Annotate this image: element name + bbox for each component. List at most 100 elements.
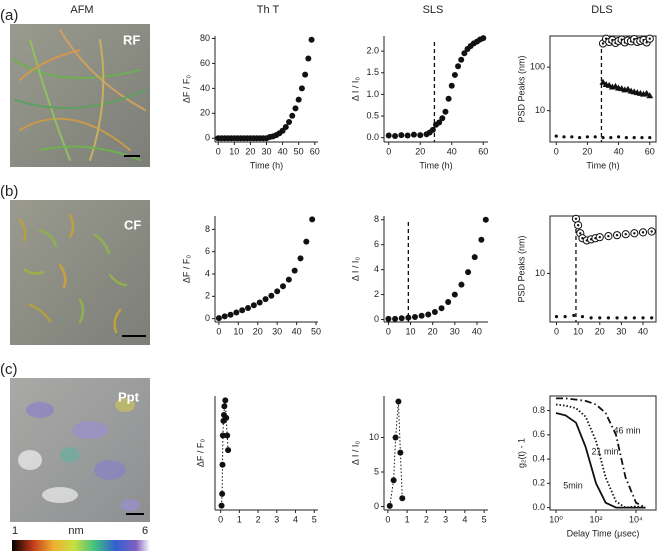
x-tick-label: 60 — [478, 146, 488, 156]
point — [233, 309, 240, 316]
point — [398, 132, 405, 139]
point-core — [615, 233, 619, 237]
point — [390, 477, 397, 484]
point — [399, 495, 406, 502]
point — [392, 434, 399, 441]
chart: 10⁰ 10² 10⁴ 0.0 0.2 0.4 0.6 0.8 Delay Time (μsec… — [516, 395, 657, 538]
x-axis-label: Time (h) — [419, 160, 452, 170]
x-tick-label: 40 — [278, 146, 288, 156]
x-tick-label: 20 — [595, 326, 605, 336]
y-tick-label: 4 — [374, 264, 379, 274]
x-tick-label: 1 — [237, 514, 242, 524]
point — [606, 316, 611, 320]
x-tick-label: 20 — [415, 146, 425, 156]
point — [451, 291, 458, 298]
x-tick-label: 3 — [443, 514, 448, 524]
point — [595, 233, 604, 242]
point — [411, 314, 418, 321]
point — [630, 229, 639, 238]
fibrils — [18, 213, 128, 334]
point — [442, 108, 449, 115]
point — [397, 449, 404, 456]
y-tick-label: 0.0 — [532, 502, 545, 512]
x-tick-label: 10⁴ — [629, 514, 643, 524]
point-core — [579, 232, 582, 235]
point — [303, 238, 310, 245]
point — [285, 276, 292, 283]
point — [289, 112, 296, 119]
point-core — [641, 231, 645, 234]
point — [219, 432, 226, 439]
point — [624, 316, 628, 320]
point — [245, 305, 252, 312]
x-tick-label: 60 — [310, 146, 320, 156]
point — [392, 132, 399, 139]
point — [445, 299, 452, 306]
plot-frame — [549, 395, 657, 511]
point — [410, 131, 417, 138]
x-tick-label: 4 — [293, 514, 298, 524]
x-tick-label: 0 — [385, 514, 390, 524]
x-tick-label: 40 — [472, 326, 482, 336]
y-tick-label: 0.0 — [366, 132, 379, 142]
point — [563, 315, 567, 319]
y-tick-label: 40 — [200, 83, 210, 93]
point — [219, 490, 226, 497]
point — [648, 135, 652, 140]
point — [298, 85, 305, 92]
point — [640, 135, 644, 140]
x-axis-label: Delay Time (μsec) — [567, 528, 640, 538]
x-tick-label: 5 — [312, 514, 317, 524]
point — [572, 313, 576, 318]
point-core — [624, 233, 627, 236]
point — [436, 119, 443, 126]
point-core — [633, 232, 636, 235]
row-label: (c) — [0, 361, 18, 378]
series-line — [389, 401, 403, 506]
x-tick-label: 40 — [614, 146, 624, 156]
point — [295, 96, 302, 103]
y-tick-label: 1.0 — [366, 89, 379, 99]
point — [225, 447, 232, 454]
point — [268, 292, 275, 299]
point — [643, 89, 651, 96]
y-tick-label: 0.6 — [532, 429, 545, 439]
x-tick-label: 10 — [229, 146, 239, 156]
point — [429, 126, 436, 133]
point — [641, 316, 645, 320]
point — [616, 135, 621, 139]
point — [589, 316, 593, 320]
x-tick-label: 1 — [405, 514, 410, 524]
y-tick-label: 10 — [535, 105, 545, 115]
point — [309, 216, 316, 223]
column-header: SLS — [423, 4, 444, 16]
y-tick-label: 0 — [374, 501, 379, 511]
y-tick-label: 0 — [205, 133, 210, 143]
y-tick-label: 0.4 — [532, 453, 545, 463]
y-tick-label: 0 — [374, 314, 379, 324]
colorbar — [12, 540, 150, 551]
point — [445, 95, 452, 102]
x-tick-label: 30 — [450, 326, 460, 336]
afm-image-rf — [10, 24, 150, 167]
point — [461, 50, 468, 57]
point — [282, 124, 289, 131]
point — [570, 135, 574, 139]
x-tick-label: 0 — [554, 146, 559, 156]
point — [612, 231, 622, 240]
point — [431, 309, 438, 316]
chart: 0 20 40 60 10 100 Time (h) PSD Peaks (nm) — [516, 34, 657, 170]
y-tick-label: 20 — [200, 108, 210, 118]
colorbar-label: nm — [68, 525, 83, 537]
point — [571, 214, 581, 223]
x-tick-label: 2 — [256, 514, 261, 524]
y-tick-label: 0.2 — [532, 478, 545, 488]
y-tick-label: 4 — [205, 268, 210, 278]
row-label: (b) — [0, 183, 18, 200]
point-core — [650, 230, 653, 233]
chart: 0 10 20 30 40 50 0 2 4 6 8 ΔF / F₀ — [181, 216, 321, 336]
x-tick-label: 20 — [253, 326, 263, 336]
point — [598, 316, 602, 320]
column-header: DLS — [591, 4, 612, 16]
point — [458, 281, 465, 288]
